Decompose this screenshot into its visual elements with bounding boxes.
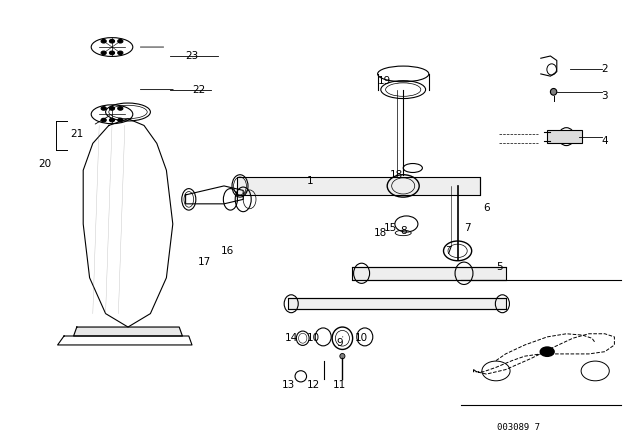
Text: 18: 18 xyxy=(374,228,387,238)
Text: 10: 10 xyxy=(307,333,320,343)
Text: 4: 4 xyxy=(602,136,608,146)
Circle shape xyxy=(109,107,115,110)
Text: 8: 8 xyxy=(400,226,406,236)
Text: 7: 7 xyxy=(445,246,451,256)
Text: 17: 17 xyxy=(198,257,211,267)
Ellipse shape xyxy=(550,89,557,95)
Text: 5: 5 xyxy=(496,262,502,271)
Text: 16: 16 xyxy=(221,246,234,256)
Text: 3: 3 xyxy=(602,91,608,101)
Text: 13: 13 xyxy=(282,380,294,390)
Text: 15: 15 xyxy=(384,224,397,233)
Text: 22: 22 xyxy=(192,85,205,95)
Circle shape xyxy=(101,118,106,122)
Text: 2: 2 xyxy=(602,65,608,74)
Polygon shape xyxy=(74,327,182,336)
Text: 14: 14 xyxy=(285,333,298,343)
Circle shape xyxy=(109,39,115,43)
Bar xyxy=(288,298,506,309)
Circle shape xyxy=(101,51,106,55)
Text: 23: 23 xyxy=(186,51,198,61)
Text: 18: 18 xyxy=(390,170,403,180)
Circle shape xyxy=(109,118,115,122)
Bar xyxy=(352,267,506,280)
Circle shape xyxy=(540,346,555,357)
Circle shape xyxy=(118,118,123,122)
Circle shape xyxy=(118,39,123,43)
Circle shape xyxy=(101,107,106,110)
Circle shape xyxy=(118,107,123,110)
Circle shape xyxy=(109,51,115,55)
Text: 19: 19 xyxy=(378,76,390,86)
Text: 10: 10 xyxy=(355,333,368,343)
Text: 1: 1 xyxy=(307,177,314,186)
Bar xyxy=(237,177,480,195)
Text: 20: 20 xyxy=(38,159,51,168)
Text: 11: 11 xyxy=(333,380,346,390)
Text: 7: 7 xyxy=(464,224,470,233)
Circle shape xyxy=(118,51,123,55)
Bar xyxy=(547,130,582,143)
Text: 6: 6 xyxy=(483,203,490,213)
Ellipse shape xyxy=(340,353,345,359)
Text: 21: 21 xyxy=(70,129,83,139)
Text: 003089 7: 003089 7 xyxy=(497,423,540,432)
Circle shape xyxy=(101,39,106,43)
Text: 9: 9 xyxy=(336,338,342,348)
Text: 12: 12 xyxy=(307,380,320,390)
